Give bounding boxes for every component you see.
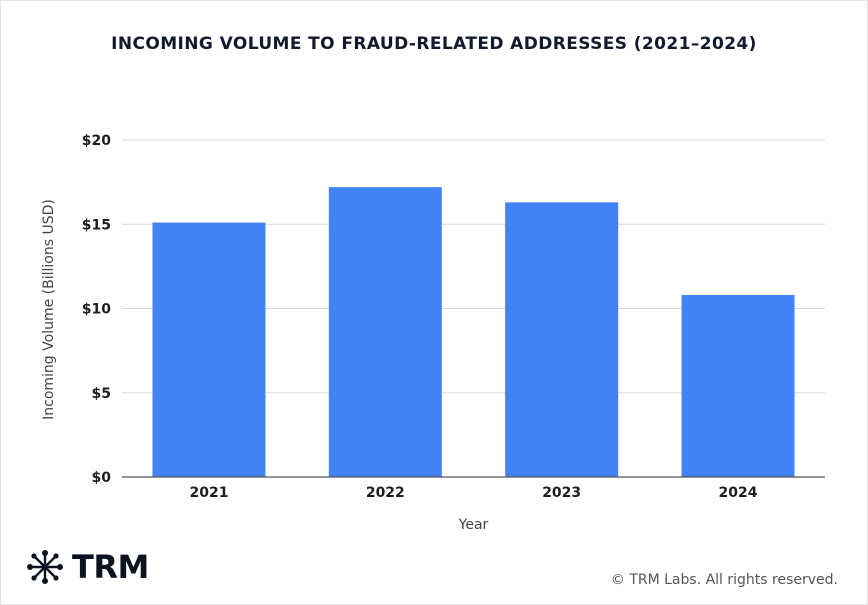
chart-title: INCOMING VOLUME TO FRAUD-RELATED ADDRESS… — [111, 34, 757, 54]
y-tick-label: $20 — [82, 133, 111, 149]
bar-2021 — [152, 222, 266, 477]
x-tick-label: 2024 — [719, 485, 758, 501]
x-axis-ticks: 2021 2022 2023 2024 — [189, 485, 757, 501]
bars — [152, 187, 795, 477]
y-axis-ticks: $0 $5 $10 $15 $20 — [82, 133, 111, 486]
y-axis-label: Incoming Volume (Billions USD) — [41, 199, 57, 420]
trm-logo: TRM — [26, 549, 149, 585]
network-star-icon — [27, 550, 63, 584]
x-axis-label: Year — [458, 517, 489, 533]
logo-wordmark: TRM — [72, 548, 149, 586]
y-tick-label: $10 — [82, 302, 111, 318]
copyright-notice: © TRM Labs. All rights reserved. — [610, 572, 838, 588]
y-tick-label: $5 — [92, 386, 111, 402]
y-tick-label: $15 — [82, 217, 111, 233]
bar-2023 — [505, 202, 619, 477]
x-tick-label: 2022 — [366, 485, 405, 501]
x-tick-label: 2021 — [189, 485, 228, 501]
x-tick-label: 2023 — [542, 485, 581, 501]
bar-2022 — [328, 187, 442, 477]
bar-2024 — [681, 295, 795, 477]
y-tick-label: $0 — [92, 470, 112, 486]
